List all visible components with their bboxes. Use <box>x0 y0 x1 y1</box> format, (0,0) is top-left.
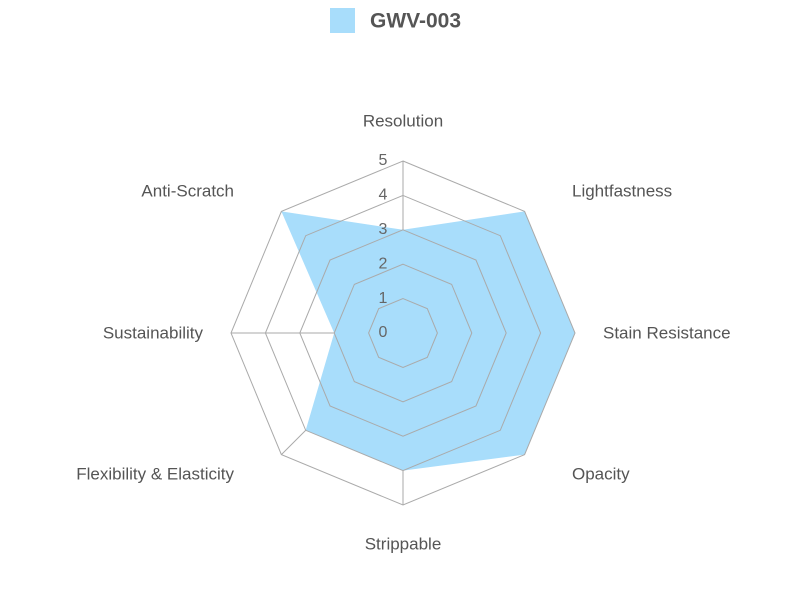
tick-label: 5 <box>379 152 388 169</box>
grid-ring <box>264 194 542 472</box>
tick-label: 0 <box>379 324 388 341</box>
radar-area <box>281 211 575 471</box>
tick-label: 4 <box>379 187 388 204</box>
category-label: Opacity <box>572 464 630 483</box>
grid-ring <box>299 229 507 437</box>
tick-label: 3 <box>379 221 388 238</box>
tick-label: 1 <box>379 290 388 307</box>
category-label: Stain Resistance <box>603 323 731 342</box>
legend-swatch <box>330 8 355 33</box>
category-label: Sustainability <box>103 323 204 342</box>
category-label: Anti-Scratch <box>141 181 234 200</box>
grid-ring <box>230 160 576 506</box>
legend-label: GWV-003 <box>370 10 461 33</box>
category-label: Resolution <box>363 111 443 130</box>
category-label: Flexibility & Elasticity <box>76 464 234 483</box>
grid-ring <box>333 263 473 403</box>
category-label: Strippable <box>365 534 442 553</box>
category-label: Lightfastness <box>572 181 672 200</box>
grid-ring <box>368 298 438 368</box>
tick-label: 2 <box>379 255 388 272</box>
